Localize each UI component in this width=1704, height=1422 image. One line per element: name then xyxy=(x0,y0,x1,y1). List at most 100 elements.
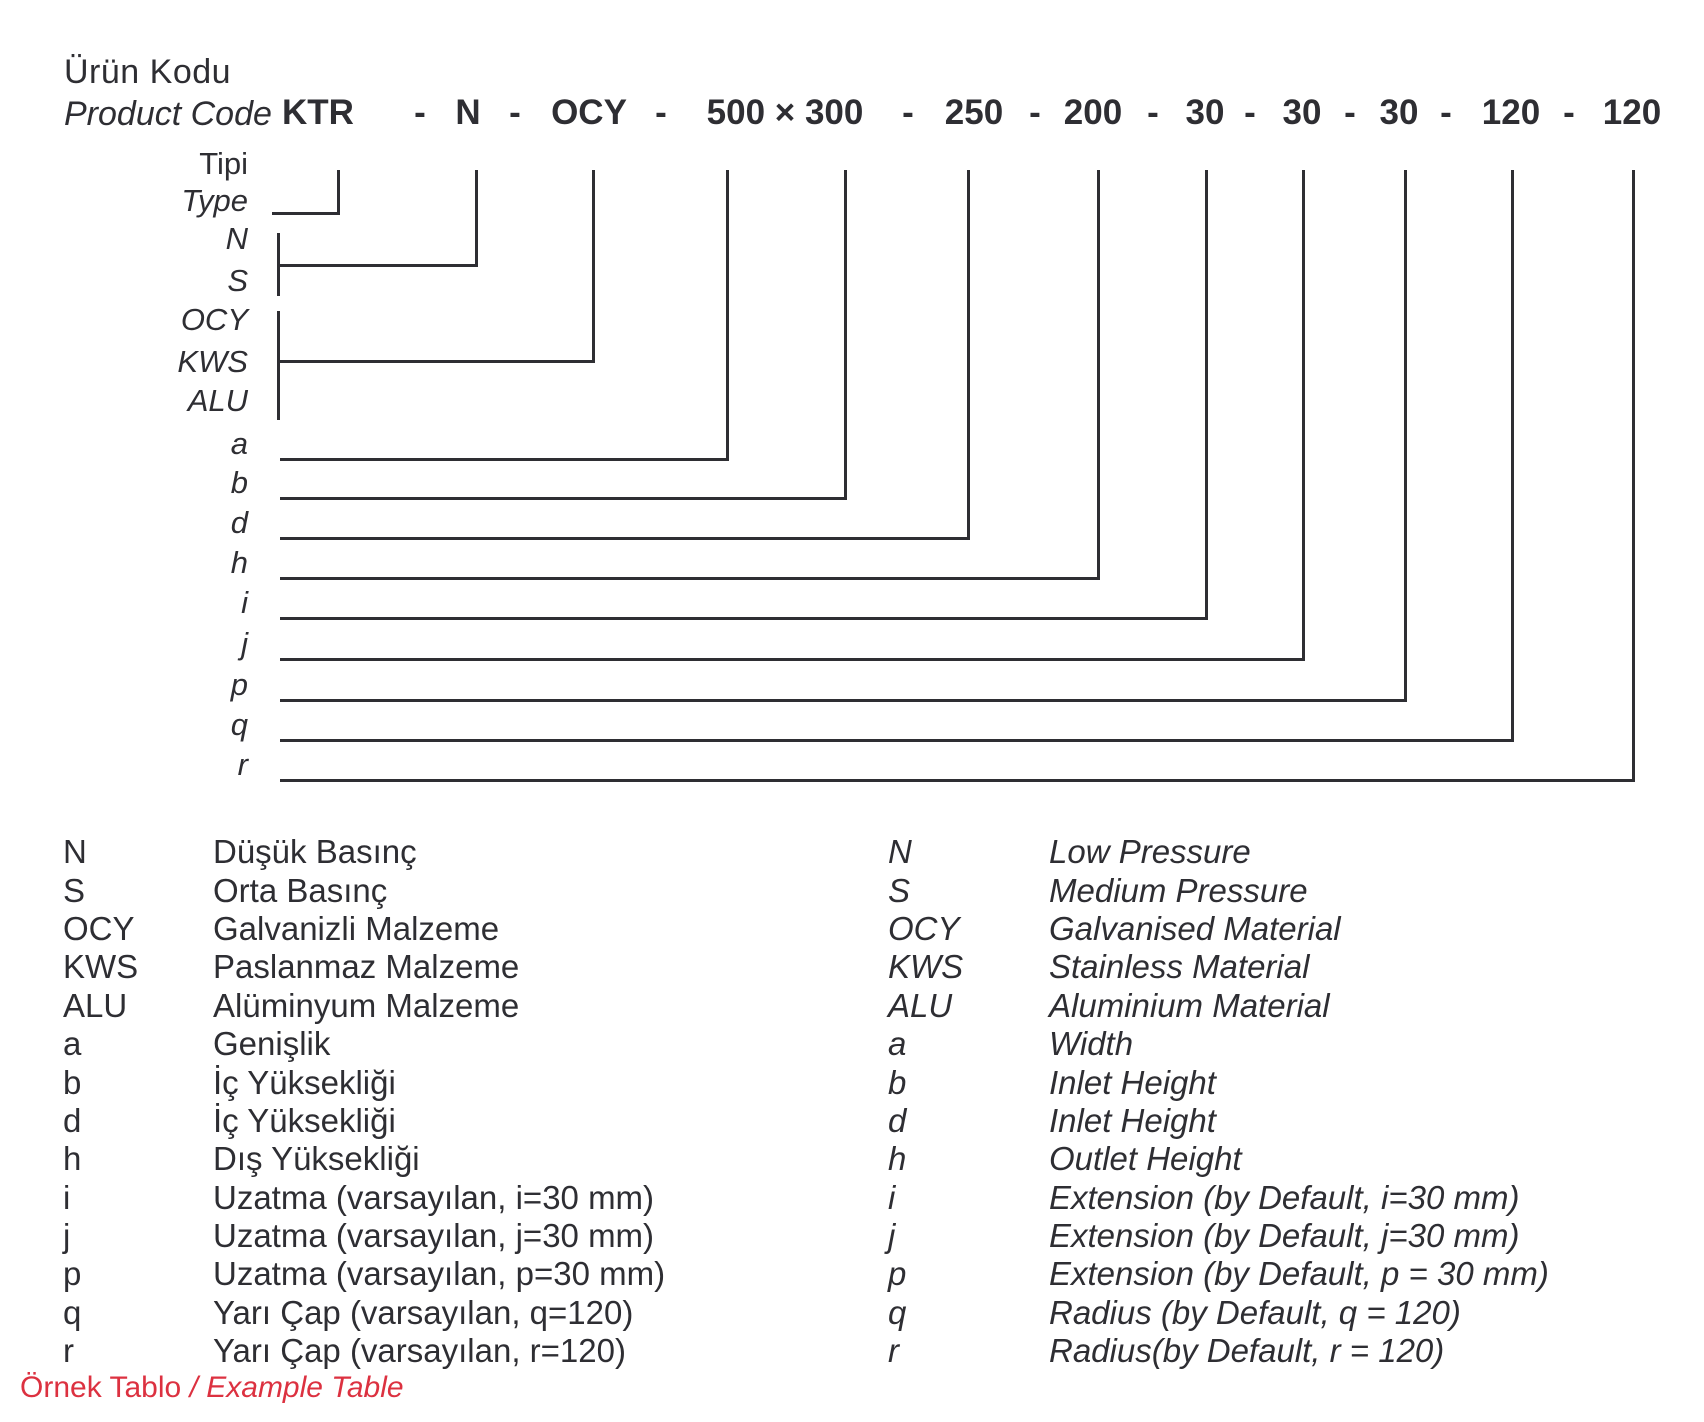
legend-code: r xyxy=(888,1332,899,1370)
legend-row-en-KWS: KWS Stainless Material xyxy=(888,948,1549,986)
legend-row-en-q: q Radius (by Default, q = 120) xyxy=(888,1294,1549,1332)
legend-row-tr-b: b İç Yüksekliği xyxy=(63,1063,665,1101)
legend-code: ALU xyxy=(888,986,953,1024)
product-code-segment-3: 500 × 300 xyxy=(706,93,864,132)
branch-line-a-vertical xyxy=(726,170,729,461)
legend-code: p xyxy=(63,1255,82,1293)
ns-vertical-line xyxy=(475,170,478,267)
product-code-separator-8: - xyxy=(1440,93,1452,132)
legend-code: i xyxy=(888,1178,896,1216)
legend-text: İç Yüksekliği xyxy=(213,1063,396,1101)
legend-text: Radius (by Default, q = 120) xyxy=(1049,1293,1461,1331)
branch-label-r: r xyxy=(237,747,248,782)
legend-code: S xyxy=(888,871,911,909)
legend-row-en-d: d Inlet Height xyxy=(888,1102,1549,1140)
materials-bracket-line xyxy=(277,311,280,420)
legend-code: d xyxy=(888,1101,907,1139)
branch-label-j: j xyxy=(241,626,248,661)
legend-code: b xyxy=(63,1063,82,1101)
legend-text: Dış Yüksekliği xyxy=(213,1140,420,1178)
page-title-english: Product Code xyxy=(64,95,272,133)
legend-text: Galvanised Material xyxy=(1049,909,1341,947)
type-label-english: Type xyxy=(181,183,248,218)
legend-row-tr-r: r Yarı Çap (varsayılan, r=120) xyxy=(63,1332,665,1370)
legend-row-tr-i: i Uzatma (varsayılan, i=30 mm) xyxy=(63,1179,665,1217)
legend-row-tr-KWS: KWS Paslanmaz Malzeme xyxy=(63,948,665,986)
legend-row-tr-S: S Orta Basınç xyxy=(63,871,665,909)
legend-row-en-S: S Medium Pressure xyxy=(888,871,1549,909)
legend-text: Inlet Height xyxy=(1049,1101,1216,1139)
legend-code: i xyxy=(63,1178,71,1216)
branch-line-r-horizontal xyxy=(280,779,1635,782)
legend-text: Low Pressure xyxy=(1049,833,1251,871)
footer-caption-turkish: Örnek Tablo xyxy=(20,1371,182,1404)
branch-label-h: h xyxy=(230,545,248,580)
legend-row-en-OCY: OCY Galvanised Material xyxy=(888,910,1549,948)
footer-caption: Örnek Tablo / Example Table xyxy=(20,1369,404,1407)
legend-text: Stainless Material xyxy=(1049,948,1310,986)
legend-text: Galvanizli Malzeme xyxy=(213,909,500,947)
legend-text: Paslanmaz Malzeme xyxy=(213,948,520,986)
legend-text: Uzatma (varsayılan, i=30 mm) xyxy=(213,1178,655,1216)
product-code-segment-9: 120 xyxy=(1481,93,1541,132)
legend-row-en-N: N Low Pressure xyxy=(888,833,1549,871)
branch-label-KWS: KWS xyxy=(177,344,248,379)
branch-label-a: a xyxy=(230,426,248,461)
branch-label-N: N xyxy=(225,221,248,256)
legend-text: Orta Basınç xyxy=(213,871,388,909)
hook-vertical-line xyxy=(337,170,340,215)
legend-text: Inlet Height xyxy=(1049,1063,1216,1101)
hook-horizontal-line xyxy=(272,212,340,215)
legend-text: İç Yüksekliği xyxy=(213,1101,396,1139)
legend-text: Extension (by Default, i=30 mm) xyxy=(1049,1178,1520,1216)
product-code-separator-2: - xyxy=(655,93,667,132)
legend-code: h xyxy=(63,1140,82,1178)
product-code-segment-6: 30 xyxy=(1185,93,1225,132)
footer-caption-english: Example Table xyxy=(206,1371,404,1404)
product-code-segment-8: 30 xyxy=(1379,93,1419,132)
legend-text: Genişlik xyxy=(213,1025,331,1063)
page-title-turkish: Ürün Kodu xyxy=(64,53,232,91)
materials-horizontal-line xyxy=(277,360,595,363)
legend-row-tr-j: j Uzatma (varsayılan, j=30 mm) xyxy=(63,1217,665,1255)
branch-label-b: b xyxy=(230,465,248,500)
product-code-separator-4: - xyxy=(1029,93,1041,132)
legend-row-en-b: b Inlet Height xyxy=(888,1063,1549,1101)
legend-row-tr-ALU: ALU Alüminyum Malzeme xyxy=(63,987,665,1025)
legend-row-tr-h: h Dış Yüksekliği xyxy=(63,1140,665,1178)
legend-row-en-i: i Extension (by Default, i=30 mm) xyxy=(888,1179,1549,1217)
legend-text: Outlet Height xyxy=(1049,1140,1242,1178)
materials-vertical-line xyxy=(592,170,595,363)
legend-text: Extension (by Default, j=30 mm) xyxy=(1049,1217,1520,1255)
legend-text: Yarı Çap (varsayılan, q=120) xyxy=(213,1293,634,1331)
legend-code: KWS xyxy=(63,948,139,986)
legend-code: j xyxy=(888,1217,896,1255)
legend-text: Aluminium Material xyxy=(1049,986,1330,1024)
legend-code: j xyxy=(63,1217,71,1255)
legend-row-en-j: j Extension (by Default, j=30 mm) xyxy=(888,1217,1549,1255)
legend-row-en-r: r Radius(by Default, r = 120) xyxy=(888,1332,1549,1370)
branch-line-q-vertical xyxy=(1511,170,1514,742)
legend-row-tr-a: a Genişlik xyxy=(63,1025,665,1063)
legend-code: N xyxy=(63,833,87,871)
legend-row-tr-p: p Uzatma (varsayılan, p=30 mm) xyxy=(63,1255,665,1293)
legend-row-tr-q: q Yarı Çap (varsayılan, q=120) xyxy=(63,1294,665,1332)
legend-text: Yarı Çap (varsayılan, r=120) xyxy=(213,1332,626,1370)
legend-row-en-a: a Width xyxy=(888,1025,1549,1063)
branch-label-i: i xyxy=(241,585,248,620)
product-code-segment-1: N xyxy=(455,93,481,132)
legend-code: q xyxy=(888,1293,907,1331)
footer-slash: / xyxy=(189,1371,198,1404)
legend-row-tr-OCY: OCY Galvanizli Malzeme xyxy=(63,910,665,948)
legend-text: Radius(by Default, r = 120) xyxy=(1049,1332,1445,1370)
legend-code: r xyxy=(63,1332,74,1370)
legend-row-en-p: p Extension (by Default, p = 30 mm) xyxy=(888,1255,1549,1293)
footer-caption-separator: / xyxy=(190,1371,207,1404)
branch-label-d: d xyxy=(230,505,248,540)
branch-line-b-horizontal xyxy=(280,497,847,500)
legend-row-tr-N: N Düşük Basınç xyxy=(63,833,665,871)
legend-text: Width xyxy=(1049,1025,1134,1063)
legend-text: Medium Pressure xyxy=(1049,871,1308,909)
legend-code: N xyxy=(888,833,912,871)
